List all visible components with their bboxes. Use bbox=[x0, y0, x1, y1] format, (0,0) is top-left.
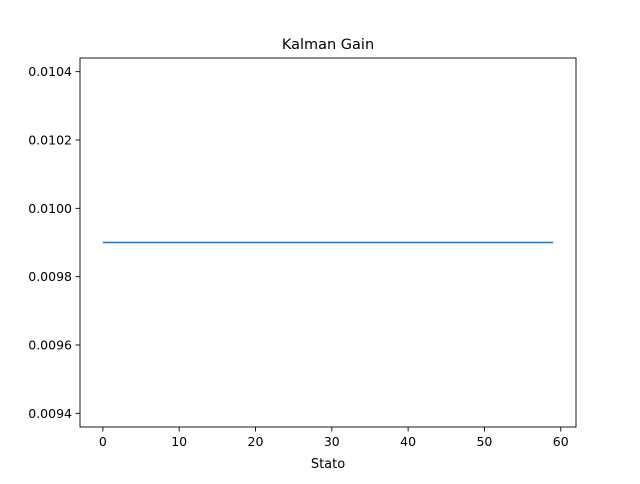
y-tick-label: 0.0098 bbox=[28, 269, 72, 284]
y-tick-label: 0.0100 bbox=[28, 201, 72, 216]
x-tick-label: 40 bbox=[400, 434, 416, 449]
chart-title: Kalman Gain bbox=[282, 37, 374, 53]
x-axis-label: Stato bbox=[311, 457, 345, 472]
x-tick-label: 60 bbox=[553, 434, 569, 449]
x-tick-label: 50 bbox=[476, 434, 492, 449]
y-tick-label: 0.0096 bbox=[28, 338, 72, 353]
plot-area: 0 10 20 30 40 50 60 0.0094 0.0096 0.0098 0.0100 0.0… bbox=[28, 57, 577, 449]
x-tick-label: 20 bbox=[248, 434, 264, 449]
y-tick-label: 0.0094 bbox=[28, 406, 72, 421]
x-tick-label: 30 bbox=[324, 434, 340, 449]
x-tick-label: 10 bbox=[171, 434, 187, 449]
y-tick-label: 0.0104 bbox=[28, 64, 72, 79]
x-tick-label: 0 bbox=[99, 434, 107, 449]
axes-frame bbox=[79, 57, 577, 428]
y-tick-label: 0.0102 bbox=[28, 133, 72, 148]
